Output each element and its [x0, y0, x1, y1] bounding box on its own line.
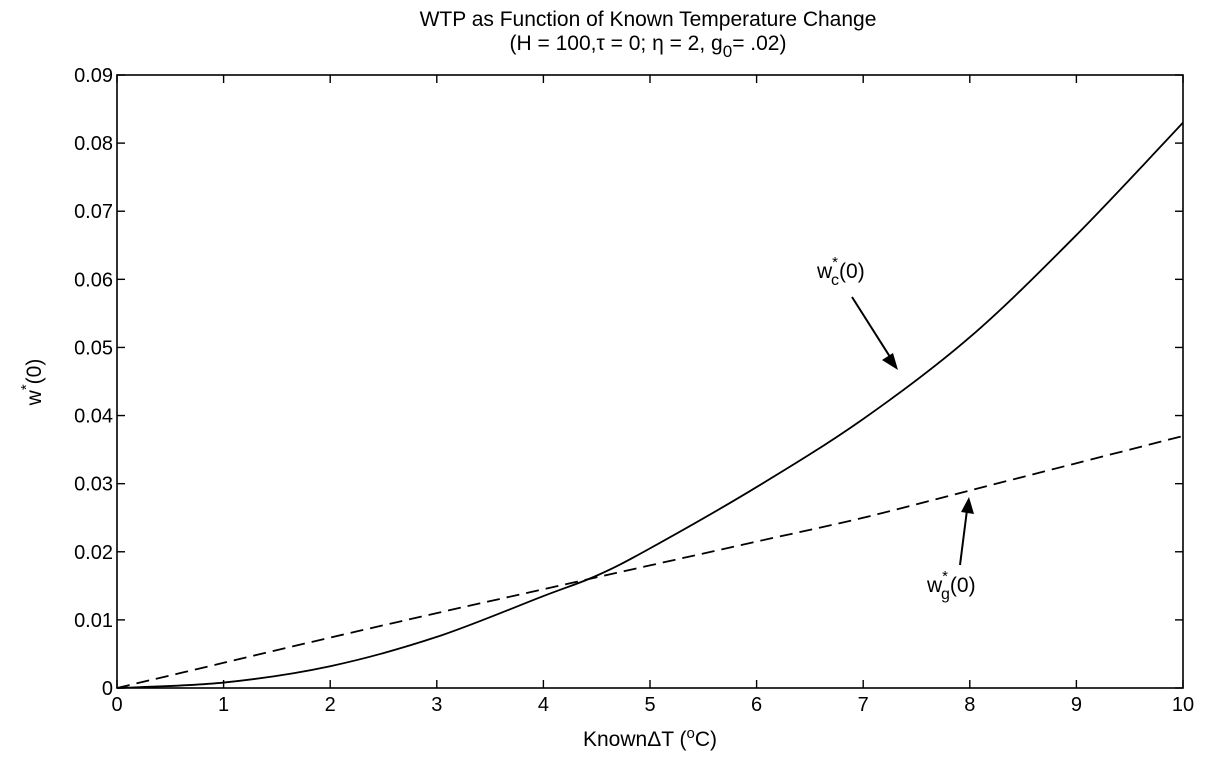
x-tick-label: 0: [111, 694, 122, 716]
x-tick-label: 3: [431, 694, 442, 716]
x-axis-label-suffix: C): [695, 728, 717, 751]
annotation-wc-sub: c: [831, 272, 839, 289]
annotation-wg-arg: (0): [950, 574, 976, 597]
annotation-wc-arrow: [851, 296, 893, 361]
axis-ticks: 0 1 2 3 4 5 6 7 8 9 10 0 0.01 0.02 0.03 0.04 0.05 0.06 0.0…: [74, 65, 1194, 716]
x-tick-label: 8: [964, 694, 975, 716]
annotation-wg-arrowhead: [961, 497, 974, 514]
x-axis-label-delta: ΔT (: [647, 728, 686, 751]
y-tick-label: 0.08: [74, 133, 113, 155]
subtitle-tau-symbol: τ: [596, 32, 605, 55]
annotation-wc-arg: (0): [839, 260, 865, 283]
y-axis-label: w*(0): [18, 359, 46, 407]
y-tick-label: 0.05: [74, 337, 113, 359]
y-tick-label: 0.06: [74, 269, 113, 291]
y-tick-label: 0.03: [74, 474, 113, 496]
x-axis-label-prefix: Known: [583, 728, 647, 751]
annotation-wg: w* g(0): [926, 497, 976, 603]
y-axis-label-main: w: [23, 389, 46, 406]
x-tick-label: 7: [858, 694, 869, 716]
series-line-wc: [116, 122, 1184, 689]
x-tick-label: 5: [644, 694, 655, 716]
annotation-wg-label: w* g(0): [926, 568, 976, 603]
y-tick-label: 0.04: [74, 406, 113, 428]
subtitle-tau-value: = 0;: [605, 32, 646, 55]
annotation-wc-label: w* c(0): [816, 254, 865, 289]
y-tick-label: 0.02: [74, 542, 113, 564]
annotation-wg-arrow: [959, 509, 968, 566]
subtitle-g-value: = .02): [732, 32, 786, 55]
y-tick-label: 0.01: [74, 610, 113, 632]
x-tick-label: 6: [751, 694, 762, 716]
annotation-wg-base: w: [926, 574, 943, 597]
annotation-wc-base: w: [816, 260, 833, 283]
series-layer: [116, 122, 1184, 689]
annotation-wc: w* c(0): [816, 254, 898, 370]
y-tick-label: 0.07: [74, 201, 113, 223]
annotation-wc-arrowhead: [882, 353, 898, 370]
subtitle-eta-symbol: η: [646, 32, 664, 55]
x-tick-label: 10: [1172, 694, 1194, 716]
subtitle-prefix: (H = 100,: [510, 32, 597, 55]
x-tick-label: 4: [538, 694, 549, 716]
annotation-wg-sub: g: [941, 586, 950, 603]
subtitle-eta-value: = 2, g: [664, 32, 723, 55]
x-tick-label: 9: [1071, 694, 1082, 716]
plot-frame: [116, 74, 1184, 689]
y-axis-label-arg: (0): [23, 359, 46, 385]
y-tick-label: 0.09: [74, 65, 113, 87]
annotation-wg-star: *: [942, 568, 948, 585]
y-tick-label: 0: [102, 678, 113, 700]
x-tick-label: 1: [218, 694, 229, 716]
series-line-wg: [116, 435, 1184, 689]
annotation-wc-star: *: [832, 254, 838, 271]
chart-subtitle: (H = 100,τ = 0; η = 2, g0= .02): [510, 32, 787, 61]
y-axis-label-star: *: [18, 384, 35, 390]
subtitle-g-subscript: 0: [723, 42, 732, 61]
x-axis-label: KnownΔT (oC): [583, 725, 717, 751]
chart-title: WTP as Function of Known Temperature Cha…: [420, 8, 877, 31]
x-axis-label-degree: o: [687, 725, 695, 742]
x-tick-label: 2: [325, 694, 336, 716]
